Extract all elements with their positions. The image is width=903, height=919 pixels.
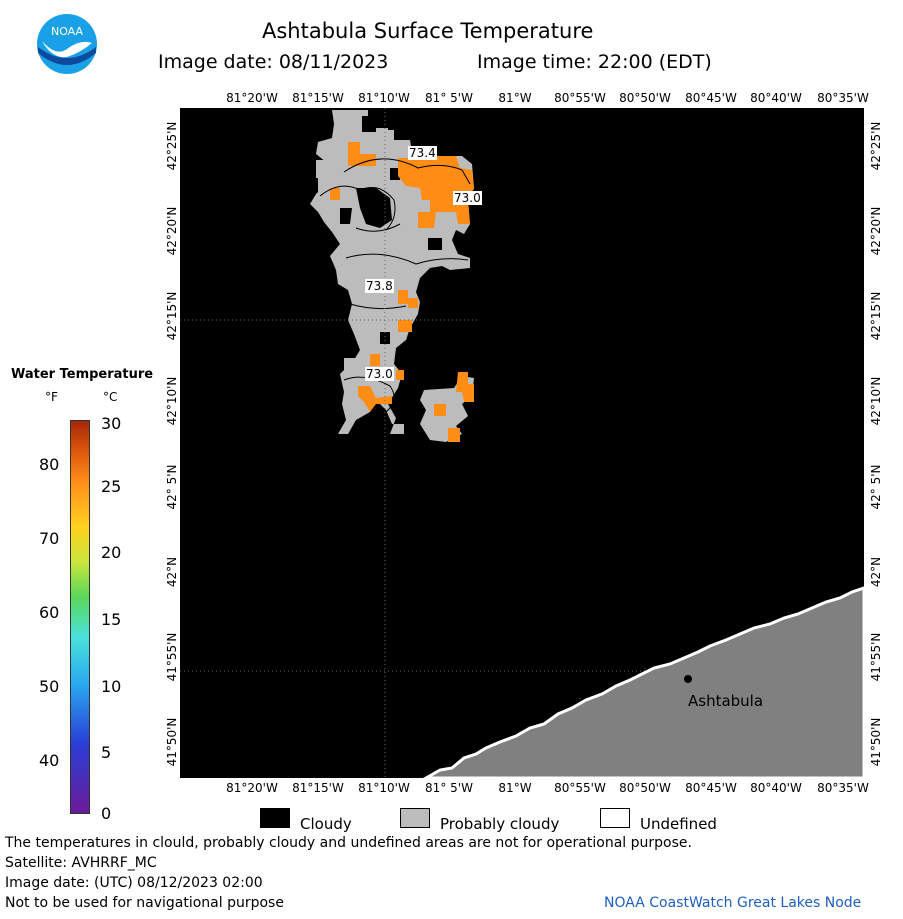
c-tick: 30: [101, 414, 122, 433]
lon-label-bottom: 81°15'W: [292, 781, 344, 795]
footer-credit: NOAA CoastWatch Great Lakes Node: [604, 895, 862, 911]
probably-cloudy-swatch: [400, 808, 430, 828]
undefined-swatch: [600, 808, 630, 828]
c-tick: 20: [101, 543, 122, 562]
logo-text: NOAA: [51, 25, 84, 38]
lat-label-right: 42° 5'N: [869, 464, 883, 510]
lon-label-top: 81° 5'W: [425, 91, 473, 105]
lon-label-top: 81°10'W: [358, 91, 410, 105]
warm-water-regions: [330, 142, 474, 442]
map-svg: [180, 108, 866, 780]
c-tick: 25: [101, 477, 122, 496]
temp-label: 73.4: [408, 146, 437, 160]
map-area[interactable]: [180, 108, 866, 780]
f-tick: 50: [39, 677, 60, 696]
lon-label-top: 80°45'W: [685, 91, 737, 105]
temp-label: 73.8: [365, 279, 394, 293]
lat-label-right: 42°20'N: [869, 206, 883, 256]
undefined-label: Undefined: [640, 815, 717, 833]
lon-label-bottom: 80°40'W: [750, 781, 802, 795]
place-label: Ashtabula: [688, 692, 764, 710]
temp-label: 73.0: [365, 367, 394, 381]
lon-label-top: 81°15'W: [292, 91, 344, 105]
lon-label-bottom: 80°55'W: [554, 781, 606, 795]
lat-label-left: 42°20'N: [165, 206, 179, 256]
noaa-logo: NOAA: [36, 13, 98, 75]
lon-label-bottom: 81° 5'W: [425, 781, 473, 795]
lat-label-left: 42°15'N: [165, 291, 179, 341]
lon-label-bottom: 80°45'W: [685, 781, 737, 795]
lat-label-right: 42°10'N: [869, 376, 883, 426]
cloudy-label: Cloudy: [300, 815, 352, 833]
footer-disclaimer: The temperatures in clould, probably clo…: [5, 835, 692, 851]
lat-label-right: 42°N: [869, 556, 883, 588]
temp-label: 73.0: [453, 191, 482, 205]
legend-title: Water Temperature: [11, 367, 154, 382]
lat-label-left: 42°25'N: [165, 121, 179, 171]
image-date: Image date: 08/11/2023: [158, 51, 389, 73]
unit-c: °C: [103, 390, 118, 404]
lon-label-top: 80°40'W: [750, 91, 802, 105]
ashtabula-marker: [684, 675, 692, 683]
image-time: Image time: 22:00 (EDT): [477, 51, 712, 73]
c-tick: 0: [101, 804, 112, 823]
lat-label-right: 41°55'N: [869, 632, 883, 682]
lat-label-left: 41°50'N: [165, 717, 179, 767]
lon-label-bottom: 81°10'W: [358, 781, 410, 795]
f-tick: 60: [39, 603, 60, 622]
cloudy-swatch: [260, 808, 290, 828]
lon-label-bottom: 81°20'W: [226, 781, 278, 795]
lon-label-bottom: 81°W: [498, 781, 532, 795]
c-tick: 10: [101, 677, 122, 696]
lat-label-right: 41°50'N: [869, 717, 883, 767]
lat-label-right: 42°15'N: [869, 291, 883, 341]
probably-cloudy-label: Probably cloudy: [440, 815, 560, 833]
lat-label-right: 42°25'N: [869, 121, 883, 171]
lat-label-left: 42°N: [165, 556, 179, 588]
lon-label-top: 81°20'W: [226, 91, 278, 105]
c-tick: 5: [101, 743, 112, 762]
lon-label-bottom: 80°35'W: [817, 781, 869, 795]
footer-navigation: Not to be used for navigational purpose: [5, 895, 284, 911]
c-tick: 15: [101, 610, 122, 629]
footer-utc-date: Image date: (UTC) 08/12/2023 02:00: [5, 875, 263, 891]
lat-label-left: 42°10'N: [165, 376, 179, 426]
lon-label-top: 80°35'W: [817, 91, 869, 105]
lat-label-left: 42° 5'N: [165, 464, 179, 510]
f-tick: 40: [39, 751, 60, 770]
page-title: Ashtabula Surface Temperature: [262, 19, 594, 43]
f-tick: 70: [39, 529, 60, 548]
lon-label-bottom: 80°50'W: [619, 781, 671, 795]
footer-satellite: Satellite: AVHRRF_MC: [5, 855, 157, 871]
lon-label-top: 81°W: [498, 91, 532, 105]
land-area: [420, 585, 866, 780]
lat-label-left: 41°55'N: [165, 632, 179, 682]
cloud-holes: [340, 116, 442, 344]
unit-f: °F: [45, 390, 58, 404]
lon-label-top: 80°50'W: [619, 91, 671, 105]
temperature-colorbar: [70, 420, 90, 814]
contour-lines: [319, 158, 471, 413]
lon-label-top: 80°55'W: [554, 91, 606, 105]
f-tick: 80: [39, 455, 60, 474]
